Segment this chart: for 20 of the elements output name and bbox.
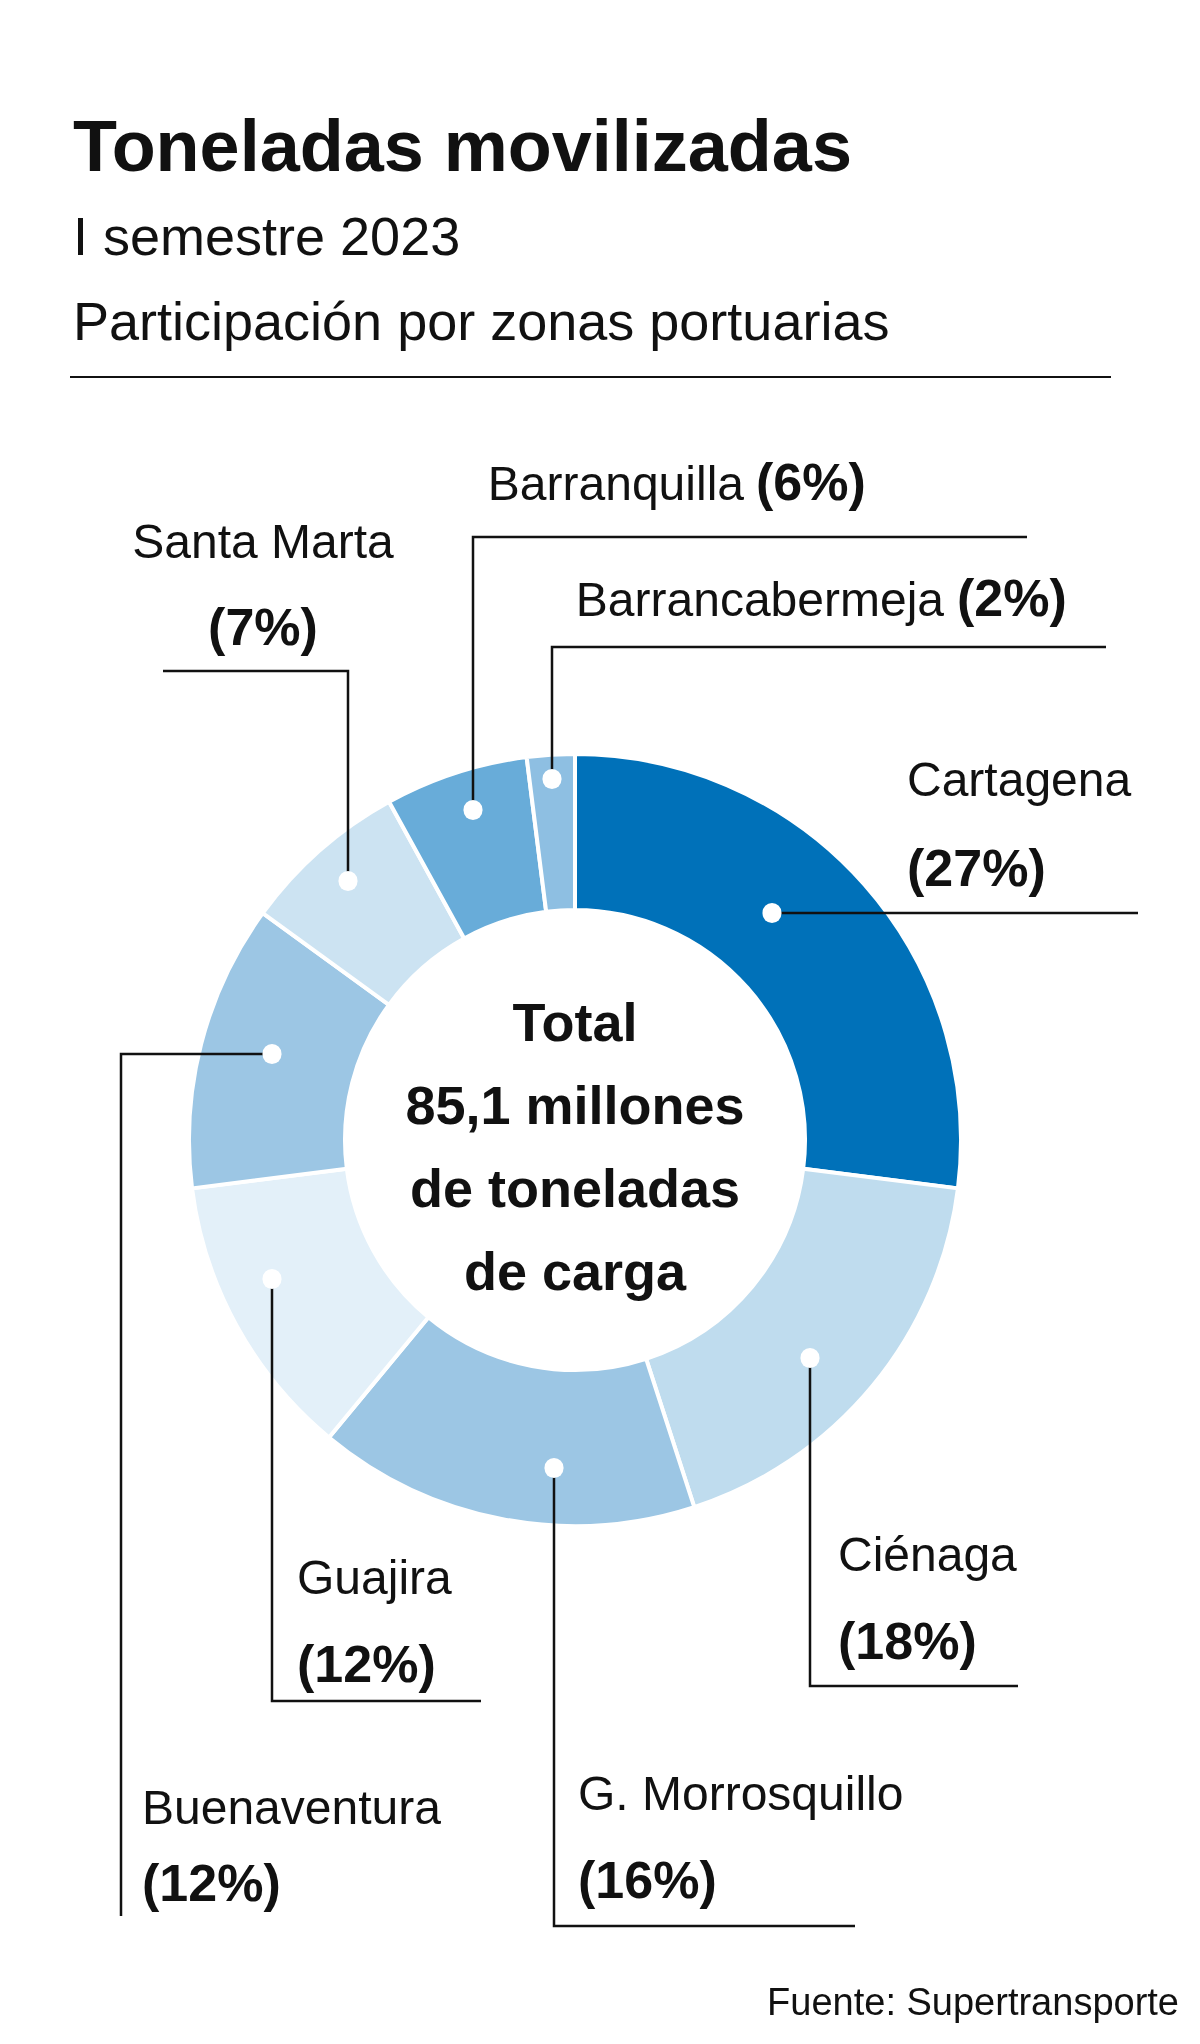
- slice-label: Santa Marta: [132, 515, 395, 568]
- slice-label: Barranquilla: [487, 457, 745, 510]
- slice-label: Ciénaga: [838, 1528, 1018, 1581]
- slice-label: Buenaventura: [142, 1781, 442, 1834]
- text: Total 85,1 millones de toneladas de carga: [405, 992, 745, 1301]
- data-label: (6%): [756, 453, 866, 511]
- data-label: (12%): [297, 1635, 436, 1693]
- slice-label: G. Morrosquillo: [578, 1767, 904, 1820]
- source-note: Fuente: Supertransporte: [767, 1981, 1179, 2023]
- chart-title: Toneladas movilizadas: [73, 106, 852, 186]
- data-label: (12%): [142, 1854, 281, 1912]
- data-label: (18%): [838, 1612, 977, 1670]
- slice-label: Barrancabermeja: [575, 573, 945, 626]
- chart-subtitle: I semestre 2023 Participación por zonas portuarias: [73, 206, 890, 351]
- slice-label: Cartagena: [907, 753, 1132, 806]
- data-label: (2%): [957, 569, 1067, 627]
- data-label: (16%): [578, 1851, 717, 1909]
- data-label: (27%): [907, 839, 1046, 897]
- slice-label: Guajira: [297, 1551, 453, 1604]
- data-label: (7%): [208, 598, 318, 656]
